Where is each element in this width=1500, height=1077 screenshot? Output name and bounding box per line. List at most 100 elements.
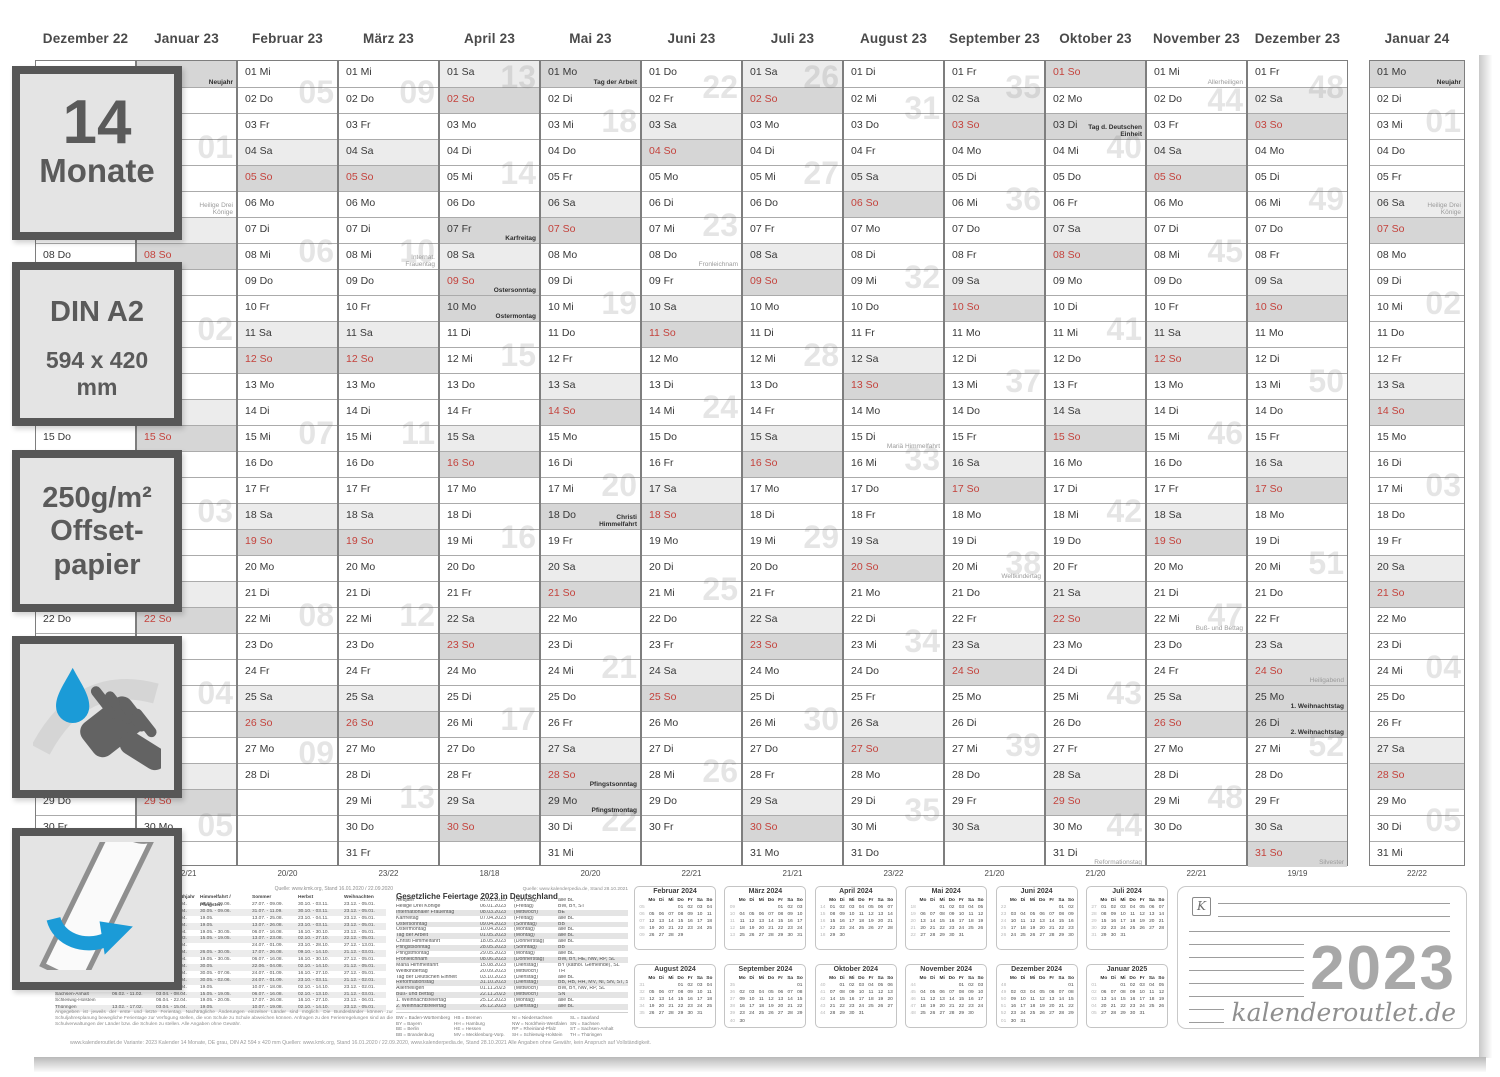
day-cell: 27 Mo bbox=[238, 737, 337, 763]
day-cell: 11 Mi bbox=[1046, 321, 1145, 347]
day-label: 01 Sa bbox=[750, 66, 778, 78]
mini-day: 21 bbox=[1158, 919, 1165, 925]
mini-day-header: Do bbox=[948, 898, 955, 903]
mini-day: 24 bbox=[977, 1004, 984, 1010]
day-cell: 20 Fr bbox=[1046, 555, 1145, 581]
day-label: 16 Di bbox=[548, 457, 573, 469]
mini-day-header: Sa bbox=[1148, 898, 1155, 903]
day-cell: 14 Mi bbox=[642, 399, 741, 425]
day-cell bbox=[440, 841, 539, 867]
mini-day bbox=[918, 982, 928, 989]
day-cell: 17 Sa bbox=[642, 477, 741, 503]
day-label: 17 Fr bbox=[346, 483, 371, 495]
day-cell: 06 Di bbox=[642, 191, 741, 217]
day-cell: 25 Mi bbox=[1046, 685, 1145, 711]
mini-day bbox=[685, 932, 695, 939]
mini-day: 05 bbox=[1139, 905, 1145, 911]
day-label: 16 Mi bbox=[851, 457, 877, 469]
day-label: 25 Di bbox=[750, 691, 775, 703]
week-number: 44 bbox=[1207, 82, 1243, 118]
day-label: 26 So bbox=[1154, 717, 1182, 729]
mini-day: 16 bbox=[849, 997, 855, 1003]
day-cell: 18 Fr bbox=[844, 503, 943, 529]
school-date-range: 13.07. - 25.08. bbox=[252, 915, 283, 921]
week-number: 17 bbox=[500, 700, 536, 737]
day-cell: 23 Di bbox=[541, 633, 640, 659]
day-label: 31 So bbox=[1255, 847, 1283, 859]
week-number: 52 bbox=[1308, 726, 1344, 763]
mini-day: 09 bbox=[687, 990, 693, 996]
holiday-date: 09.04.2023 bbox=[480, 921, 514, 928]
day-cell: 13 Mi bbox=[945, 373, 1044, 399]
day-label: 25 Mi bbox=[1053, 691, 1079, 703]
holiday-name: Ostermontag bbox=[396, 927, 426, 933]
day-label: 07 So bbox=[1377, 223, 1405, 235]
day-cell: 04 Sa bbox=[339, 139, 438, 165]
day-cell: 23 So bbox=[743, 633, 842, 659]
mini-day: 05 bbox=[749, 912, 755, 918]
day-label: 04 So bbox=[649, 145, 677, 157]
mini-day-header: Mi bbox=[1120, 898, 1126, 903]
mini-day: 24 bbox=[858, 1004, 865, 1010]
day-cell: 16 Fr bbox=[642, 451, 741, 477]
day-cell: 05 So bbox=[238, 165, 337, 191]
mini-week-number: 44 bbox=[910, 983, 916, 989]
day-cell: 08 Mo bbox=[541, 243, 640, 269]
mini-day: 11 bbox=[1020, 919, 1026, 925]
mini-week-number: 31 bbox=[639, 983, 645, 989]
day-cell: 10 Di bbox=[1046, 295, 1145, 321]
mini-day: 19 bbox=[1039, 1004, 1045, 1010]
day-cell: 26 Mi bbox=[440, 711, 539, 737]
day-label: 11 Di bbox=[447, 327, 471, 339]
mini-day bbox=[1147, 932, 1157, 939]
day-label: 30 Do bbox=[346, 821, 375, 833]
day-cell: 04 Fr bbox=[844, 139, 943, 165]
day-label: 23 Di bbox=[548, 639, 573, 651]
day-cell: 24 Mi bbox=[1370, 659, 1464, 685]
day-cell: 22 Sa bbox=[743, 607, 842, 633]
day-label: 03 Sa bbox=[649, 119, 677, 131]
day-label: 17 So bbox=[1255, 483, 1283, 495]
day-cell: 08 Do Fronleichnam bbox=[642, 243, 741, 269]
school-date-range: 03.04. - 15.04. bbox=[156, 1005, 200, 1013]
day-label: 07 Mi bbox=[649, 223, 675, 235]
mini-day: 12 bbox=[749, 919, 755, 925]
day-label: 08 Fr bbox=[952, 249, 977, 261]
mini-week-number: 06 bbox=[639, 912, 645, 918]
mini-day: 07 bbox=[1158, 905, 1165, 911]
mini-day-header: Mi bbox=[849, 976, 855, 981]
mini-day-header: Mo bbox=[829, 898, 837, 903]
day-cell: 05 Do bbox=[1046, 165, 1145, 191]
day-cell: 23 Mo bbox=[1046, 633, 1145, 659]
day-cell: 31 Di Reformationstag bbox=[1046, 841, 1145, 867]
day-cell: 04 Sa bbox=[238, 139, 337, 165]
mini-day: 03 bbox=[958, 905, 965, 911]
day-cell: 07 Sa bbox=[1046, 217, 1145, 243]
mini-day: 31 bbox=[797, 933, 803, 939]
mini-week-number: 26 bbox=[1000, 933, 1007, 939]
holiday-states: BB bbox=[558, 921, 628, 928]
mini-day: 13 bbox=[920, 919, 926, 925]
day-cell: 27 Do bbox=[440, 737, 539, 763]
mini-week-number: 41 bbox=[820, 990, 826, 996]
school-date-range: 23.10. - 28.10. bbox=[298, 943, 329, 949]
mini-day: 12 bbox=[649, 997, 655, 1003]
day-label: 15 So bbox=[144, 431, 172, 443]
day-label: 05 Mo bbox=[649, 171, 679, 183]
day-label: 17 Mi bbox=[1377, 483, 1403, 495]
mini-day-header: Do bbox=[677, 976, 684, 981]
day-cell: 08 Di bbox=[844, 243, 943, 269]
mini-day: 19 bbox=[929, 1004, 936, 1010]
school-date-range bbox=[200, 943, 252, 950]
mini-day: 24 bbox=[849, 926, 855, 932]
week-number: 44 bbox=[1106, 807, 1142, 844]
week-number: 32 bbox=[904, 258, 940, 295]
day-cell: 17 Di bbox=[1046, 477, 1145, 503]
day-label: 15 Fr bbox=[952, 431, 977, 443]
legend-entry: NW = Nordrhein-Westfalen bbox=[512, 1020, 567, 1026]
day-cell: 31 Mo bbox=[743, 841, 842, 867]
day-label: 04 Sa bbox=[346, 145, 374, 157]
day-cell: 28 Di bbox=[1147, 763, 1246, 789]
mini-day: 03 bbox=[1120, 905, 1126, 911]
mini-week-number: 40 bbox=[820, 983, 826, 989]
